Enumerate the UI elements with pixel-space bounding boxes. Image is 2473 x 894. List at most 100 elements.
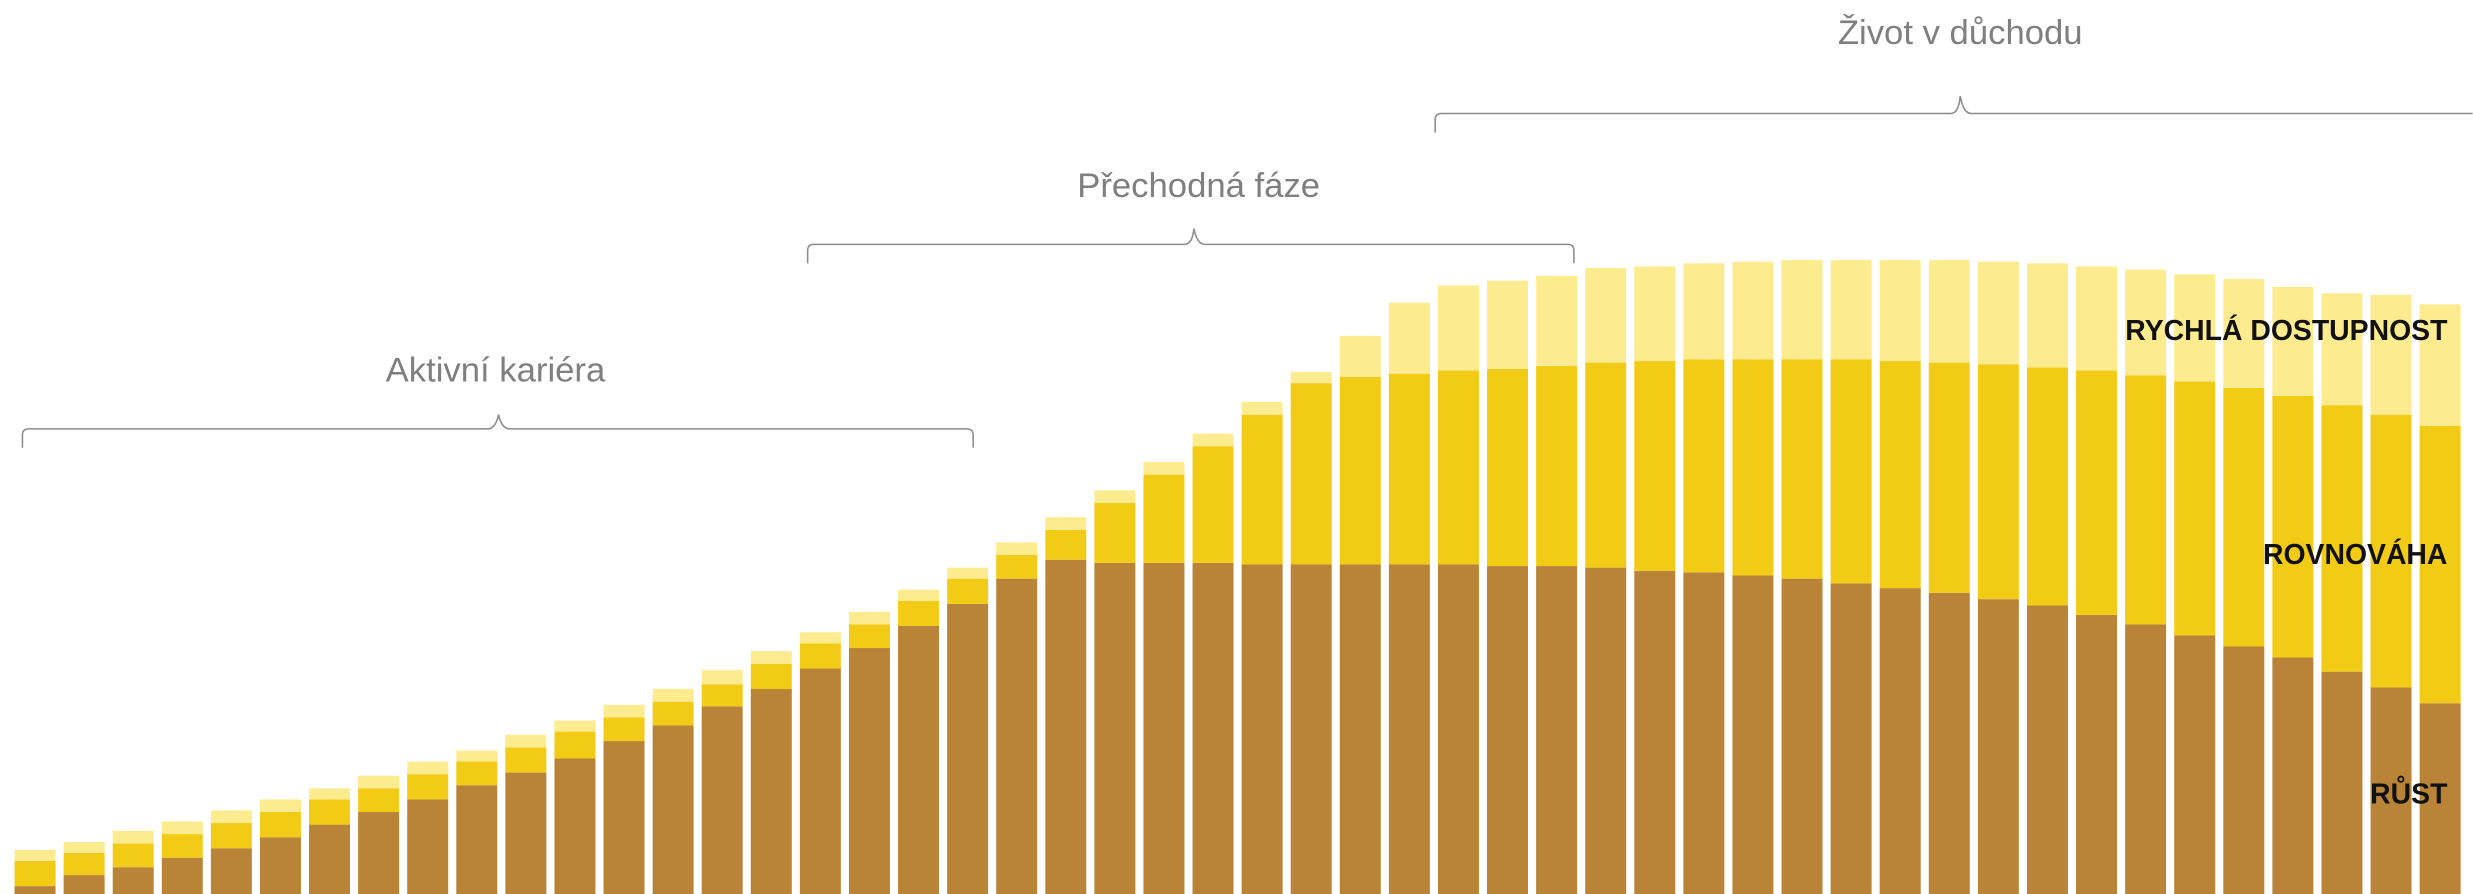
bar-segment: [1536, 365, 1578, 567]
bar-segment: [2321, 671, 2363, 894]
bar-segment: [2174, 381, 2216, 636]
bar-segment: [2076, 266, 2118, 371]
bar-segment: [1977, 364, 2019, 600]
bar-segment: [407, 799, 449, 894]
bar-segment: [456, 761, 498, 786]
bar-segment: [1192, 446, 1234, 563]
bar-segment: [1045, 529, 1087, 560]
bracket: [806, 228, 1575, 264]
bar-segment: [1830, 359, 1872, 584]
bar-segment: [2076, 370, 2118, 615]
bar-segment: [112, 830, 154, 844]
bar-segment: [701, 684, 743, 707]
bar-segment: [2419, 425, 2461, 704]
bar-segment: [63, 875, 105, 894]
bar-segment: [259, 812, 301, 838]
bar-segment: [1781, 260, 1823, 360]
bar-segment: [2419, 304, 2461, 426]
bar-segment: [2223, 279, 2265, 388]
bar-segment: [1339, 335, 1381, 377]
bar-segment: [1290, 564, 1332, 894]
bar-segment: [652, 725, 694, 894]
bar-segment: [947, 578, 989, 604]
bar-segment: [1781, 359, 1823, 579]
bar-segment: [2272, 286, 2314, 396]
bar-segment: [1290, 372, 1332, 384]
bar-segment: [210, 810, 252, 824]
bar-segment: [1977, 261, 2019, 365]
bar-segment: [14, 849, 56, 861]
bar-segment: [358, 775, 400, 789]
bar-segment: [1437, 285, 1479, 371]
bar-segment: [1830, 583, 1872, 894]
bar-segment: [161, 821, 203, 835]
bar-segment: [1683, 263, 1725, 360]
series-label: RYCHLÁ DOSTUPNOST: [2125, 315, 2448, 347]
bar-segment: [2125, 269, 2167, 376]
bar-segment: [1045, 559, 1087, 894]
bar-segment: [505, 772, 547, 894]
bar-segment: [1977, 599, 2019, 894]
bar-segment: [1487, 280, 1529, 369]
bar-segment: [1143, 562, 1185, 894]
bar-segment: [2174, 635, 2216, 894]
bar-segment: [1732, 575, 1774, 894]
bar-segment: [1437, 564, 1479, 894]
bar-segment: [603, 717, 645, 742]
bar-segment: [1732, 359, 1774, 576]
bar-segment: [2174, 274, 2216, 382]
bar-segment: [358, 788, 400, 813]
bar-segment: [14, 860, 56, 887]
bar-segment: [161, 834, 203, 858]
bar-segment: [1045, 517, 1087, 530]
bar-segment: [799, 668, 841, 894]
bar-segment: [701, 706, 743, 894]
bars: [14, 260, 2461, 894]
bar-segment: [701, 670, 743, 685]
bar-segment: [1143, 461, 1185, 475]
bar-segment: [1192, 562, 1234, 894]
bar-segment: [2223, 387, 2265, 647]
bar-segment: [848, 624, 890, 649]
bar-segment: [750, 663, 792, 690]
bar-segment: [2419, 703, 2461, 894]
bar-segment: [1585, 268, 1627, 363]
bar-segment: [210, 848, 252, 894]
bar-segment: [1781, 578, 1823, 894]
series-label: RŮST: [2370, 777, 2448, 811]
bar-segment: [358, 812, 400, 894]
bar-segment: [1143, 474, 1185, 563]
bar-segment: [1634, 570, 1676, 894]
bar-segment: [1388, 302, 1430, 374]
bar-segment: [947, 603, 989, 894]
bar-segment: [2321, 405, 2363, 672]
bar-segment: [63, 841, 105, 854]
bar-segment: [1879, 260, 1921, 362]
bar-segment: [1634, 361, 1676, 571]
bar-segment: [407, 774, 449, 800]
bar-segment: [603, 741, 645, 894]
bar-segment: [1879, 588, 1921, 894]
bar-segment: [996, 555, 1038, 579]
bar-segment: [1879, 361, 1921, 589]
bar-segment: [1241, 564, 1283, 894]
bar-segment: [652, 701, 694, 726]
bar-segment: [309, 799, 351, 825]
bracket: [1434, 96, 2473, 133]
bar-segment: [1585, 567, 1627, 894]
bar-segment: [750, 689, 792, 894]
bar-segment: [1241, 414, 1283, 565]
bar-segment: [1437, 370, 1479, 565]
bar-segment: [2026, 367, 2068, 606]
annotation: Život v důchodu: [1838, 13, 2083, 52]
bar-segment: [2076, 614, 2118, 894]
bar-segment: [2125, 375, 2167, 625]
bar-segment: [1290, 383, 1332, 565]
bar-segment: [1339, 376, 1381, 565]
bar-segment: [1487, 368, 1529, 567]
bar-segment: [63, 853, 105, 876]
bar-segment: [799, 643, 841, 669]
bar-segment: [456, 750, 498, 762]
bar-segment: [505, 734, 547, 748]
bar-segment: [554, 720, 596, 732]
